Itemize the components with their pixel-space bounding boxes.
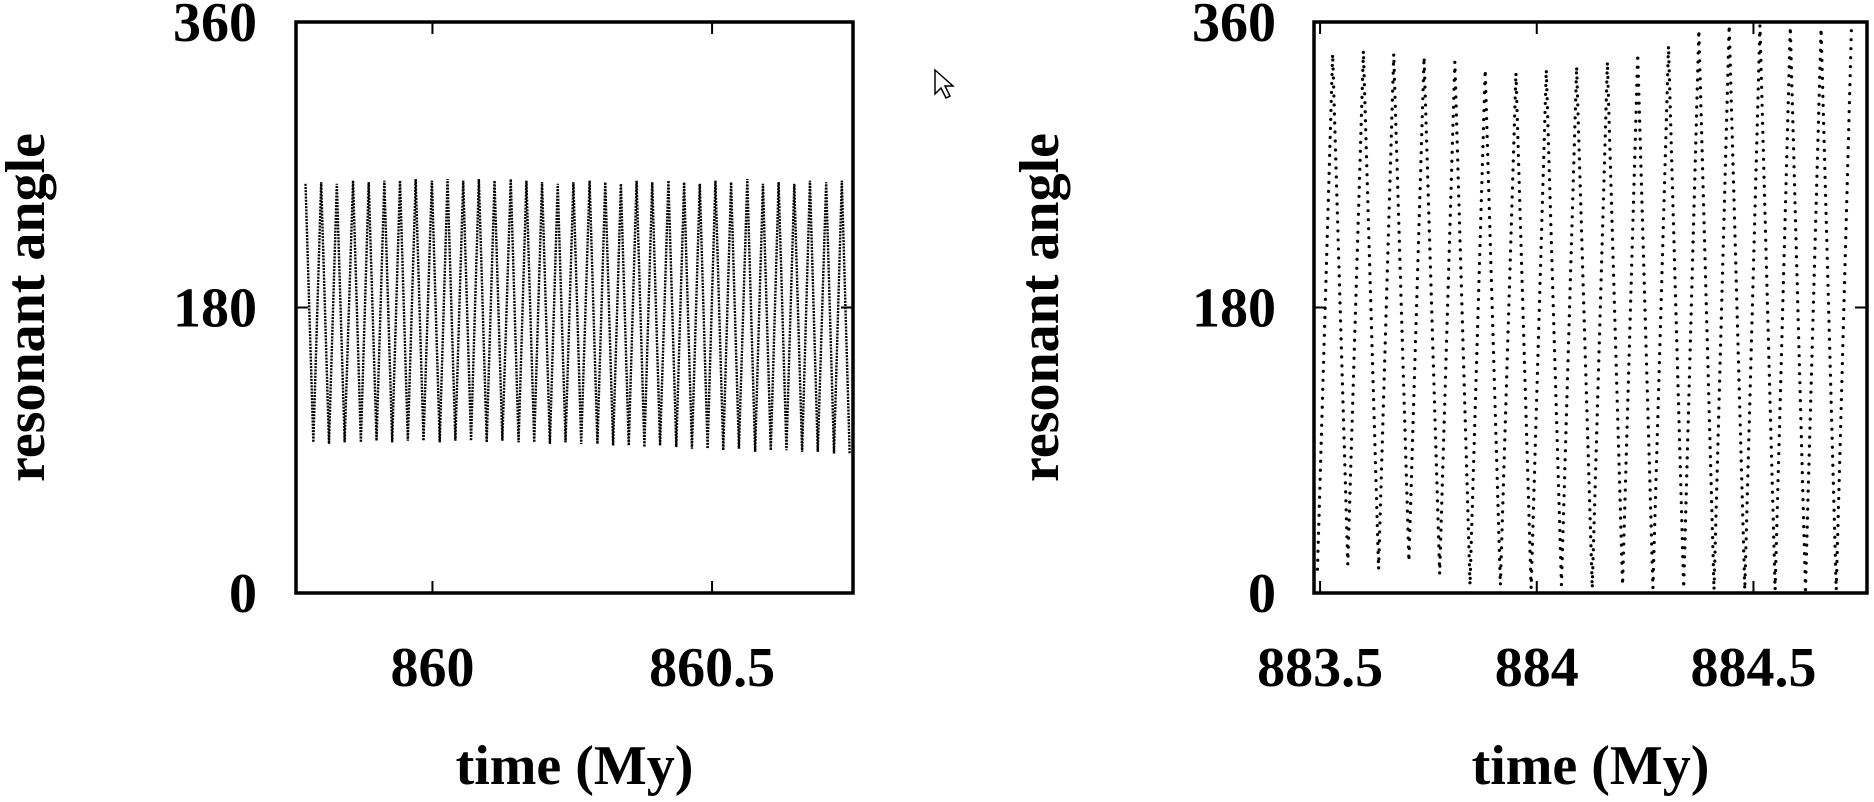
y-tick-label: 0	[1248, 563, 1276, 625]
x-tick-label: 884	[1495, 637, 1579, 699]
x-axis-label: time (My)	[456, 735, 694, 797]
mouse-cursor	[934, 68, 955, 100]
x-tick-label: 884.5	[1690, 637, 1816, 699]
y-tick-label: 360	[1192, 0, 1276, 54]
plot-frame	[1312, 20, 1869, 595]
x-tick-label: 883.5	[1257, 637, 1383, 699]
x-tick-label: 860.5	[649, 637, 775, 699]
plot-frame	[294, 20, 855, 595]
x-tick-label: 860	[390, 637, 474, 699]
data-line	[304, 178, 851, 454]
y-tick-label: 360	[173, 0, 257, 54]
y-tick-label: 0	[229, 563, 257, 625]
data-line	[1315, 25, 1853, 590]
y-axis-label: resonant angle	[1009, 133, 1071, 482]
x-axis-label: time (My)	[1472, 735, 1710, 797]
y-tick-label: 180	[1192, 278, 1276, 340]
y-tick-label: 180	[173, 278, 257, 340]
y-axis-label: resonant angle	[0, 133, 57, 482]
